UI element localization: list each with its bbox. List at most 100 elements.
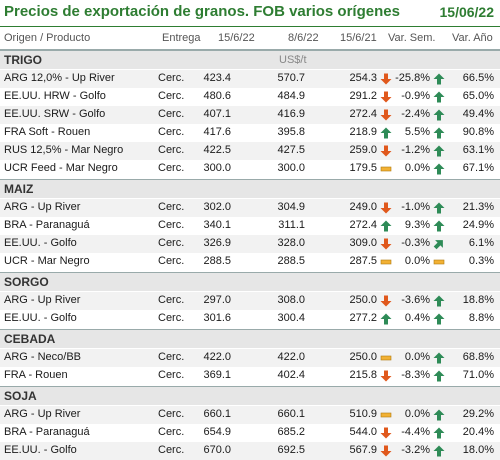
weekly-change: 0.4% bbox=[404, 312, 430, 324]
product-name: ARG - Up River bbox=[4, 201, 81, 213]
weekly-change: -4.4% bbox=[401, 426, 430, 438]
product-name: BRA - Paranaguá bbox=[4, 426, 90, 438]
weekly-trend-indicator bbox=[380, 91, 392, 103]
price-15-6-22: 654.9 bbox=[203, 426, 231, 438]
arrow-up-icon bbox=[433, 109, 445, 121]
price-8-6-22: 416.9 bbox=[277, 108, 305, 120]
arrow-up-icon bbox=[433, 73, 445, 85]
product-name: EE.UU. HRW - Golfo bbox=[4, 90, 106, 102]
arrow-up-icon bbox=[433, 370, 445, 382]
price-15-6-21: 510.9 bbox=[349, 408, 377, 420]
yearly-trend-indicator bbox=[433, 145, 445, 157]
section-header: CEBADA bbox=[0, 329, 500, 348]
yearly-change: 6.1% bbox=[468, 237, 494, 249]
delivery: Cerc. bbox=[158, 444, 185, 456]
price-15-6-22: 422.0 bbox=[203, 351, 231, 363]
yearly-trend-indicator bbox=[433, 313, 445, 325]
weekly-change: -2.4% bbox=[401, 108, 430, 120]
weekly-trend-indicator bbox=[380, 109, 392, 121]
yearly-change: 90.8% bbox=[462, 126, 494, 138]
price-15-6-22: 480.6 bbox=[203, 90, 231, 102]
product-name: UCR Feed - Mar Negro bbox=[4, 162, 118, 174]
price-15-6-21: 250.0 bbox=[349, 351, 377, 363]
arrow-up-icon bbox=[433, 352, 445, 364]
price-15-6-21: 218.9 bbox=[349, 126, 377, 138]
weekly-trend-indicator bbox=[380, 370, 392, 382]
table-row: EE.UU. - Golfo Cerc. 326.9 328.0 309.0 -0.3% 6… bbox=[0, 235, 500, 253]
report-date: 15/06/22 bbox=[439, 4, 495, 20]
weekly-change: 0.0% bbox=[404, 408, 430, 420]
arrow-up-icon bbox=[380, 313, 392, 325]
price-15-6-21: 272.4 bbox=[349, 108, 377, 120]
table-row: RUS 12,5% - Mar Negro Cerc. 422.5 427.5 259.… bbox=[0, 142, 500, 160]
price-15-6-21: 254.3 bbox=[349, 72, 377, 84]
table-row: BRA - Paranaguá Cerc. 340.1 311.1 272.4 9.3% 2… bbox=[0, 217, 500, 235]
section-header: MAIZ bbox=[0, 179, 500, 198]
flat-bar-icon bbox=[433, 259, 445, 265]
table-row: FRA - Rouen Cerc. 369.1 402.4 215.8 -8.3% 71.0… bbox=[0, 367, 500, 385]
weekly-trend-indicator bbox=[380, 427, 392, 439]
weekly-change: 0.0% bbox=[404, 162, 430, 174]
price-15-6-22: 417.6 bbox=[203, 126, 231, 138]
yearly-change: 8.8% bbox=[468, 312, 494, 324]
price-15-6-21: 215.8 bbox=[349, 369, 377, 381]
product-name: EE.UU. - Golfo bbox=[4, 312, 77, 324]
yearly-change: 67.1% bbox=[462, 162, 494, 174]
table-row: ARG - Up River Cerc. 297.0 308.0 250.0 -3.6% 1… bbox=[0, 292, 500, 310]
price-15-6-22: 300.0 bbox=[203, 162, 231, 174]
arrow-up-icon bbox=[433, 163, 445, 175]
price-8-6-22: 422.0 bbox=[277, 351, 305, 363]
section-header: SOJA bbox=[0, 386, 500, 405]
price-15-6-21: 179.5 bbox=[349, 162, 377, 174]
yearly-change: 71.0% bbox=[462, 369, 494, 381]
title-bar: Precios de exportación de granos. FOB va… bbox=[0, 0, 500, 27]
yearly-trend-indicator bbox=[433, 409, 445, 421]
arrow-down-icon bbox=[380, 370, 392, 382]
page-title: Precios de exportación de granos. FOB va… bbox=[4, 3, 400, 20]
arrow-down-icon bbox=[380, 238, 392, 250]
delivery: Cerc. bbox=[158, 108, 185, 120]
weekly-change: 5.5% bbox=[404, 126, 430, 138]
price-15-6-22: 297.0 bbox=[203, 294, 231, 306]
weekly-trend-indicator bbox=[380, 127, 392, 139]
delivery: Cerc. bbox=[158, 351, 185, 363]
weekly-trend-indicator bbox=[380, 163, 392, 175]
table-row: EE.UU. - Golfo Cerc. 301.6 300.4 277.2 0.4% 8.… bbox=[0, 310, 500, 328]
table-row: ARG - Up River Cerc. 660.1 660.1 510.9 0.0% 29… bbox=[0, 406, 500, 424]
flat-bar-icon bbox=[380, 355, 392, 361]
price-8-6-22: 300.0 bbox=[277, 162, 305, 174]
product-name: BRA - Paranaguá bbox=[4, 219, 90, 231]
arrow-up-icon bbox=[433, 220, 445, 232]
price-15-6-22: 660.1 bbox=[203, 408, 231, 420]
yearly-trend-indicator bbox=[433, 295, 445, 307]
weekly-change: 0.0% bbox=[404, 255, 430, 267]
yearly-trend-indicator bbox=[433, 352, 445, 364]
yearly-change: 24.9% bbox=[462, 219, 494, 231]
table-row: EE.UU. SRW - Golfo Cerc. 407.1 416.9 272.4 -2… bbox=[0, 106, 500, 124]
price-15-6-21: 309.0 bbox=[349, 237, 377, 249]
weekly-change: -3.2% bbox=[401, 444, 430, 456]
arrow-down-icon bbox=[380, 91, 392, 103]
price-8-6-22: 402.4 bbox=[277, 369, 305, 381]
table-row: BRA - Paranaguá Cerc. 654.9 685.2 544.0 -4.4%… bbox=[0, 424, 500, 442]
flat-bar-icon bbox=[380, 166, 392, 172]
price-15-6-22: 302.0 bbox=[203, 201, 231, 213]
price-8-6-22: 484.9 bbox=[277, 90, 305, 102]
delivery: Cerc. bbox=[158, 369, 185, 381]
product-name: ARG - Neco/BB bbox=[4, 351, 82, 363]
product-name: FRA Soft - Rouen bbox=[4, 126, 91, 138]
arrow-up-icon bbox=[433, 202, 445, 214]
section-header: TRIGO US$/t bbox=[0, 50, 500, 69]
arrow-up-icon bbox=[433, 91, 445, 103]
weekly-change: -0.3% bbox=[401, 237, 430, 249]
delivery: Cerc. bbox=[158, 426, 185, 438]
arrow-up-icon bbox=[433, 409, 445, 421]
price-8-6-22: 300.4 bbox=[277, 312, 305, 324]
arrow-down-icon bbox=[380, 109, 392, 121]
yearly-change: 63.1% bbox=[462, 144, 494, 156]
price-15-6-22: 407.1 bbox=[203, 108, 231, 120]
yearly-change: 18.8% bbox=[462, 294, 494, 306]
price-15-6-22: 423.4 bbox=[203, 72, 231, 84]
price-15-6-21: 291.2 bbox=[349, 90, 377, 102]
price-8-6-22: 570.7 bbox=[277, 72, 305, 84]
